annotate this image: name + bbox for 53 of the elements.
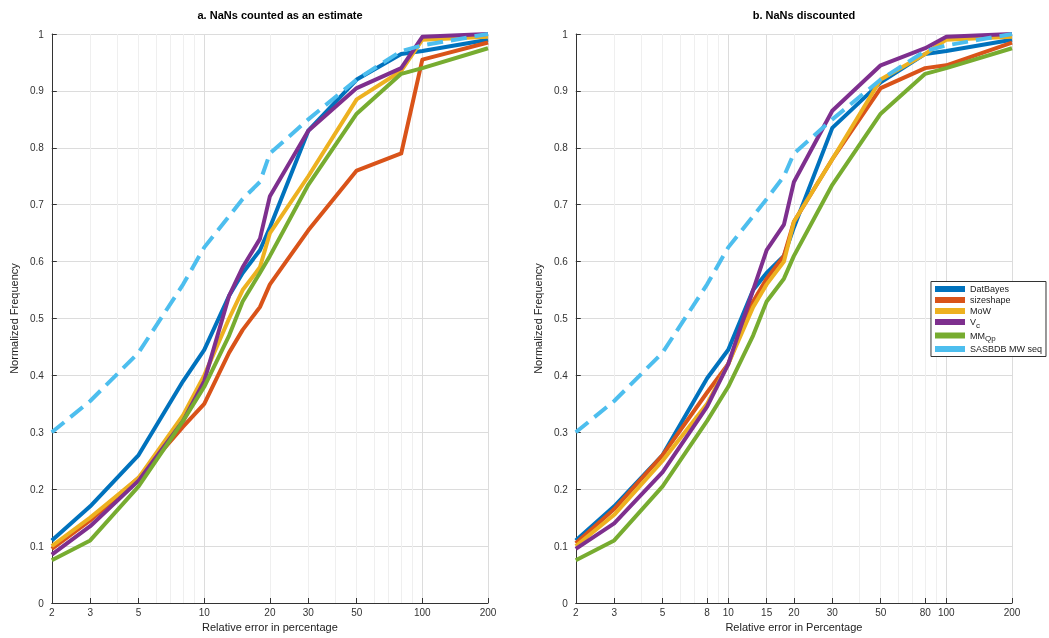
x-tick-label: 100	[938, 606, 956, 618]
x-tick-label: 50	[875, 606, 887, 618]
x-tick-label: 10	[722, 606, 735, 618]
x-tick-label: 3	[611, 606, 618, 618]
legend-label: sizeshape	[969, 295, 1011, 305]
y-tick-label: 0.6	[553, 256, 569, 268]
x-axis-title: Relative error in Percentage	[725, 621, 863, 634]
y-tick-label: 0.3	[553, 426, 569, 438]
y-tick-label: 0.7	[29, 199, 45, 211]
chart-title: a. NaNs counted as an estimate	[197, 8, 363, 21]
legend-label: SASBDB MW seq	[969, 344, 1043, 354]
x-tick-label: 200	[1003, 606, 1021, 618]
y-tick-label: 0.7	[553, 199, 569, 211]
y-tick-label: 0.9	[29, 85, 45, 97]
y-tick-label: 0.5	[29, 313, 45, 324]
y-tick-label: 0.5	[553, 313, 569, 324]
y-tick-label: 0.6	[29, 256, 45, 268]
y-tick-label: 0.1	[29, 540, 45, 552]
x-tick-label: 30	[302, 606, 315, 618]
x-tick-label: 10	[198, 606, 211, 618]
y-tick-label: 1	[562, 28, 569, 40]
legend-label: DatBayes	[969, 284, 1010, 294]
x-tick-label: 80	[919, 606, 932, 618]
x-tick-label: 15	[761, 606, 773, 618]
x-tick-label: 100	[414, 606, 432, 618]
y-tick-label: 0.3	[29, 426, 45, 438]
x-tick-label: 2	[573, 606, 580, 618]
y-tick-label: 0.8	[553, 142, 569, 154]
chart-title: b. NaNs discounted	[752, 8, 856, 21]
x-tick-label: 30	[826, 606, 839, 618]
y-tick-label: 0.2	[29, 483, 45, 495]
x-tick-label: 20	[788, 606, 800, 618]
y-tick-label: 0.2	[553, 483, 569, 495]
x-tick-label: 8	[704, 606, 711, 618]
x-tick-label: 5	[659, 606, 666, 618]
y-tick-label: 0.1	[553, 540, 569, 552]
x-tick-label: 50	[351, 606, 363, 618]
legend-label: MoW	[969, 306, 992, 316]
y-tick-label: 0.8	[29, 142, 45, 154]
y-tick-label: 0.9	[553, 85, 569, 97]
x-tick-label: 20	[264, 606, 276, 618]
y-tick-label: 0.4	[29, 369, 45, 381]
x-tick-label: 200	[479, 606, 497, 618]
y-axis-title: Normalized Frequency	[7, 262, 20, 374]
y-tick-label: 0	[38, 597, 45, 609]
y-tick-label: 0.4	[553, 369, 569, 381]
x-tick-label: 2	[49, 606, 56, 618]
x-axis-title: Relative error in percentage	[202, 621, 338, 634]
x-tick-label: 3	[87, 606, 94, 618]
x-tick-label: 5	[135, 606, 142, 618]
y-axis-title: Normalized Frequency	[531, 262, 544, 374]
y-tick-label: 1	[38, 28, 45, 40]
y-tick-label: 0	[562, 597, 569, 609]
